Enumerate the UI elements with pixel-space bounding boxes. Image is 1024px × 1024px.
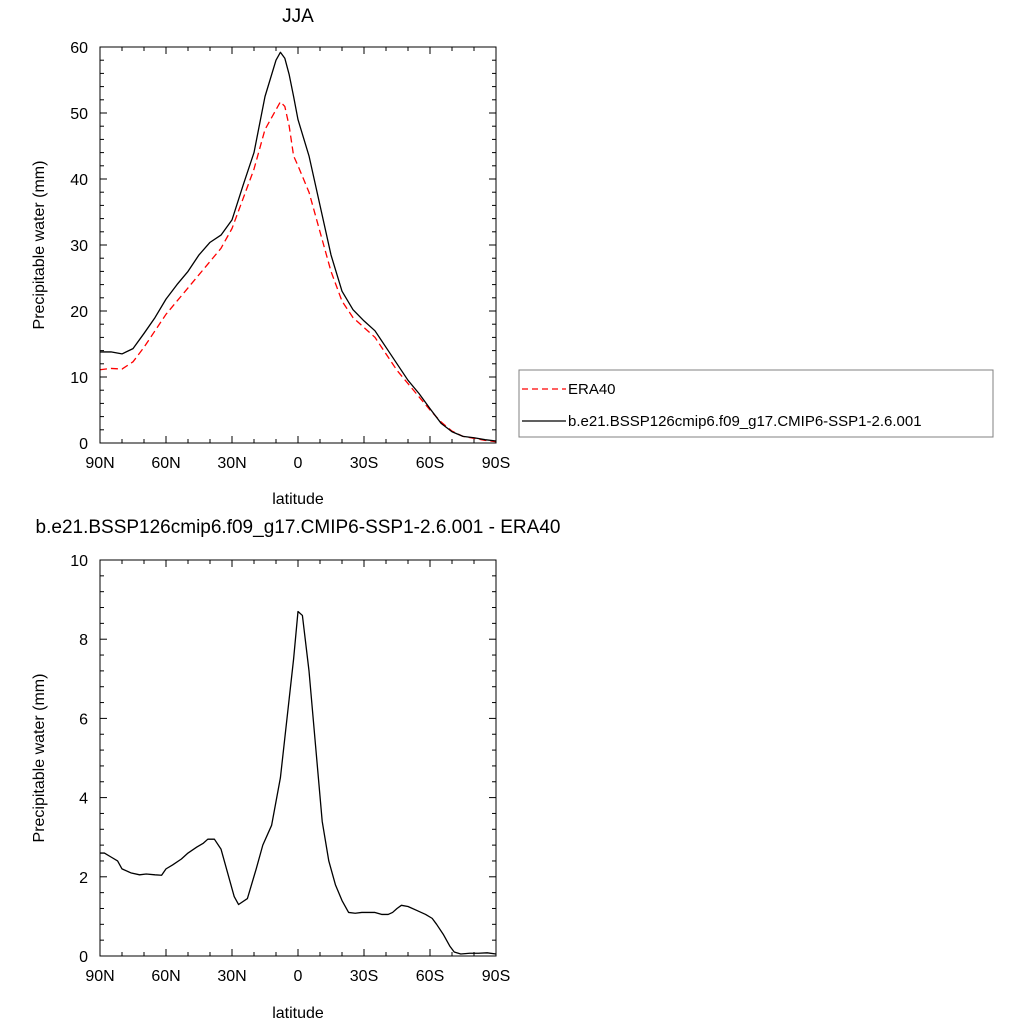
top-plot-frame — [99, 46, 497, 444]
top-x-tick-label: 0 — [294, 455, 303, 472]
bottom-x-axis-label: latitude — [272, 1005, 324, 1022]
bottom-y-tick-label: 0 — [79, 949, 88, 966]
top-x-tick-label: 60N — [151, 455, 180, 472]
top-series-group — [99, 51, 497, 443]
legend-model-label: b.e21.BSSP126cmip6.f09_g17.CMIP6-SSP1-2.… — [568, 413, 922, 430]
top-y-axis-label: Precipitable water (mm) — [31, 161, 48, 330]
bottom-y-axis-label: Precipitable water (mm) — [31, 674, 48, 843]
top-y-tick-label: 20 — [70, 304, 88, 321]
bottom-y-tick-label: 8 — [79, 632, 88, 649]
bottom-axis-ticks: 90N 60N 30N 0 30S 60S 90S 0 2 4 6 8 10 — [70, 553, 510, 985]
bottom-x-tick-label: 90S — [482, 968, 510, 985]
top-y-tick-label: 50 — [70, 106, 88, 123]
top-series-line-1 — [100, 51, 497, 442]
top-y-tick-label: 60 — [70, 40, 88, 57]
bottom-x-tick-label: 0 — [294, 968, 303, 985]
bottom-y-tick-label: 2 — [79, 870, 88, 887]
top-chart-title: JJA — [282, 6, 314, 27]
top-x-tick-label: 60S — [416, 455, 444, 472]
bottom-y-tick-label: 4 — [79, 791, 88, 808]
bottom-x-tick-label: 60S — [416, 968, 444, 985]
bottom-chart-title: b.e21.BSSP126cmip6.f09_g17.CMIP6-SSP1-2.… — [36, 517, 561, 538]
top-panel: JJA 90N 60N 30N 0 30S 60S 90S 0 10 20 30 40 50 60 lat… — [31, 6, 510, 508]
top-x-axis-label: latitude — [272, 491, 324, 508]
top-y-tick-label: 30 — [70, 238, 88, 255]
bottom-x-tick-label: 30S — [350, 968, 378, 985]
legend-box — [518, 369, 994, 438]
top-axis-ticks: 90N 60N 30N 0 30S 60S 90S 0 10 20 30 40 50 60 — [70, 40, 510, 472]
top-series-line-0 — [99, 101, 497, 443]
bottom-series-group — [100, 610, 497, 955]
bottom-x-tick-label: 90N — [85, 968, 114, 985]
top-y-tick-label: 40 — [70, 172, 88, 189]
top-x-tick-label: 30S — [350, 455, 378, 472]
top-x-tick-label: 90N — [85, 455, 114, 472]
bottom-y-tick-label: 6 — [79, 711, 88, 728]
bottom-x-tick-label: 60N — [151, 968, 180, 985]
top-y-tick-label: 10 — [70, 370, 88, 387]
legend-era40-label: ERA40 — [568, 381, 616, 398]
bottom-panel: b.e21.BSSP126cmip6.f09_g17.CMIP6-SSP1-2.… — [31, 517, 560, 1022]
bottom-x-tick-label: 30N — [217, 968, 246, 985]
bottom-plot-frame — [99, 559, 497, 957]
bottom-series-line-0 — [100, 610, 497, 955]
top-y-tick-label: 0 — [79, 436, 88, 453]
bottom-y-tick-label: 10 — [70, 553, 88, 570]
top-x-tick-label: 30N — [217, 455, 246, 472]
legend: ERA40 b.e21.BSSP126cmip6.f09_g17.CMIP6-S… — [518, 369, 994, 438]
top-x-tick-label: 90S — [482, 455, 510, 472]
